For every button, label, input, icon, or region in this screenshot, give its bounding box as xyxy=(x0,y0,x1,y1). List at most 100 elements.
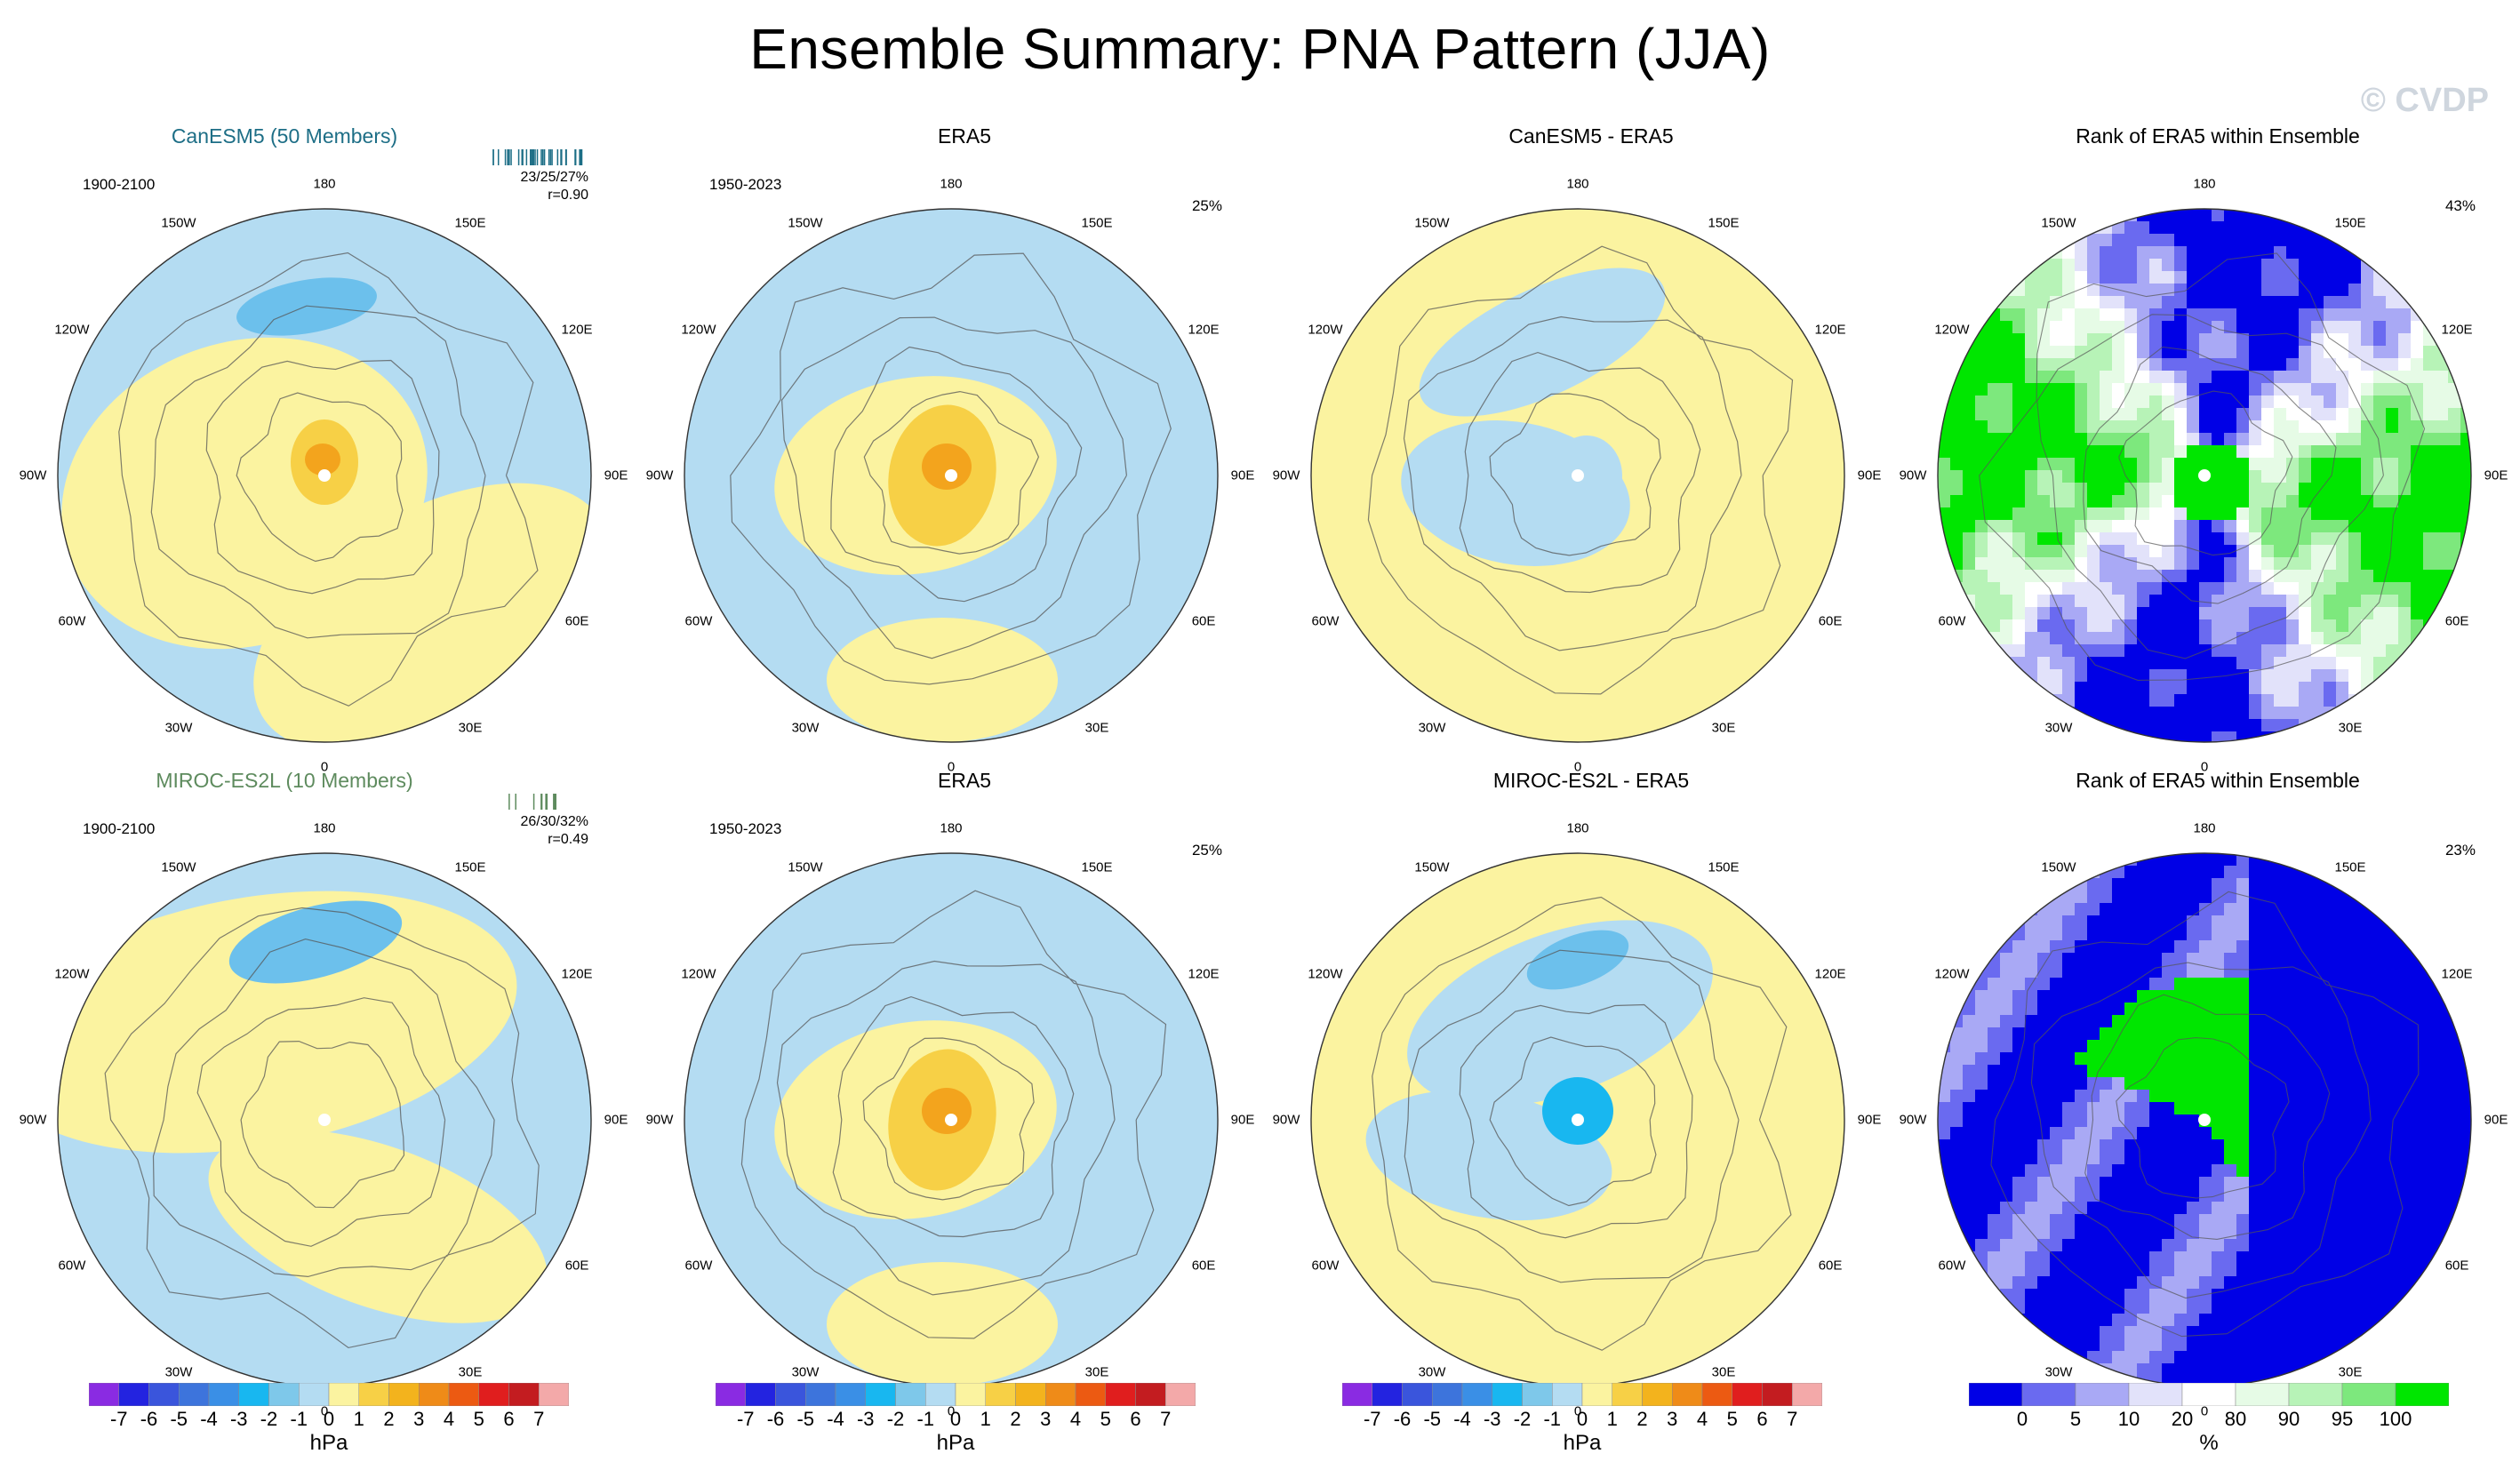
rank-cell xyxy=(2411,1363,2424,1377)
rank-cell xyxy=(2436,1301,2449,1314)
rank-cell xyxy=(1988,507,2001,521)
rank-cell xyxy=(2062,632,2076,645)
rank-cell xyxy=(2199,928,2212,941)
rank-cell xyxy=(2149,1003,2163,1016)
rank-cell xyxy=(1975,1226,1988,1240)
rank-cell xyxy=(2274,458,2287,471)
rank-cell xyxy=(2274,1301,2287,1314)
rank-cell xyxy=(2162,619,2175,633)
rank-cell xyxy=(2124,707,2138,720)
rank-cell xyxy=(2361,1127,2374,1140)
rank-cell xyxy=(2037,383,2051,396)
rank-cell xyxy=(2112,1027,2125,1041)
rank-cell xyxy=(2448,495,2461,508)
rank-cell xyxy=(1938,1226,1951,1240)
colorbar-swatch xyxy=(268,1382,300,1407)
rank-cell xyxy=(2448,582,2461,595)
rank-cell xyxy=(2348,1351,2362,1364)
rank-cell xyxy=(2112,383,2125,396)
panel-title: CanESM5 - ERA5 xyxy=(1508,124,1674,148)
rank-cell xyxy=(2174,1214,2188,1227)
rank-cell xyxy=(2199,632,2212,645)
rank-cell xyxy=(2299,1214,2312,1227)
rank-cell xyxy=(2423,507,2436,521)
rank-cell xyxy=(1950,395,1964,409)
rank-cell xyxy=(2187,284,2200,297)
rank-cell xyxy=(2249,1214,2262,1227)
rank-cell xyxy=(2224,607,2237,620)
rank-cell xyxy=(2000,507,2013,521)
rank-cell xyxy=(2411,395,2424,409)
rank-cell xyxy=(2100,644,2113,658)
rank-cell xyxy=(2261,878,2275,891)
rank-cell xyxy=(2361,1040,2374,1053)
rank-cell xyxy=(1988,545,2001,558)
rank-cell xyxy=(2274,632,2287,645)
rank-cell xyxy=(2286,358,2300,371)
rank-cell xyxy=(2299,682,2312,695)
rank-cell xyxy=(2236,470,2250,483)
rank-cell xyxy=(2075,570,2088,583)
rank-cell xyxy=(2324,408,2337,421)
rank-cell xyxy=(2249,458,2262,471)
colorbar-tick-label: 0 xyxy=(323,1408,335,1430)
rank-cell xyxy=(1963,570,1976,583)
rank-cell xyxy=(2324,1301,2337,1314)
rank-cell xyxy=(2436,1102,2449,1115)
rank-cell xyxy=(2112,470,2125,483)
rank-cell xyxy=(2149,632,2163,645)
rank-cell xyxy=(2199,853,2212,867)
rank-cell xyxy=(2050,557,2063,571)
rank-cell xyxy=(2348,570,2362,583)
rank-cell xyxy=(2261,891,2275,904)
rank-cell xyxy=(2311,570,2324,583)
colorbar-tick-label: -2 xyxy=(1513,1408,1532,1430)
rank-cell xyxy=(2398,1214,2412,1227)
rank-cell xyxy=(2199,383,2212,396)
rank-cell xyxy=(2087,1040,2100,1053)
rank-cell xyxy=(2199,1177,2212,1190)
rank-cell xyxy=(2212,866,2225,879)
rank-cell xyxy=(2137,1177,2150,1190)
rank-cell xyxy=(2174,582,2188,595)
rank-cell xyxy=(2386,420,2399,434)
rank-cell xyxy=(2373,284,2387,297)
rank-cell xyxy=(1938,990,1951,1003)
rank-cell xyxy=(2137,1127,2150,1140)
rank-cell xyxy=(2137,582,2150,595)
rank-cell xyxy=(2311,990,2324,1003)
rank-cell xyxy=(2311,458,2324,471)
rank-cell xyxy=(2398,1301,2412,1314)
rank-cell xyxy=(2100,445,2113,459)
cvdp-watermark: © CVDP xyxy=(2360,82,2489,119)
rank-cell xyxy=(2124,1289,2138,1302)
rank-cell xyxy=(2411,1040,2424,1053)
rank-cell xyxy=(2348,582,2362,595)
rank-cell xyxy=(2361,632,2374,645)
rank-cell xyxy=(2398,271,2412,284)
rank-cell xyxy=(2423,383,2436,396)
rank-cell xyxy=(2087,1276,2100,1290)
rank-cell xyxy=(1938,495,1951,508)
rank-cell xyxy=(2025,395,2038,409)
rank-cell xyxy=(2311,1052,2324,1066)
rank-cell xyxy=(2162,1363,2175,1377)
rank-cell xyxy=(2311,1139,2324,1153)
rank-cell xyxy=(2025,669,2038,683)
rank-cell xyxy=(2373,346,2387,359)
rank-cell xyxy=(2236,731,2250,742)
rank-cell xyxy=(2299,371,2312,384)
rank-cell xyxy=(2386,644,2399,658)
rank-cell xyxy=(1950,1338,1964,1352)
rank-cell xyxy=(1950,1289,1964,1302)
rank-cell xyxy=(1975,545,1988,558)
rank-cell xyxy=(2336,595,2349,608)
rank-cell xyxy=(2162,707,2175,720)
positive-anomaly-peak xyxy=(922,1088,972,1134)
rank-cell xyxy=(2149,209,2163,222)
rank-cell xyxy=(2386,507,2399,521)
rank-cell xyxy=(2299,271,2312,284)
rank-cell xyxy=(2436,1189,2449,1202)
rank-cell xyxy=(2100,1177,2113,1190)
rank-cell xyxy=(2224,928,2237,941)
